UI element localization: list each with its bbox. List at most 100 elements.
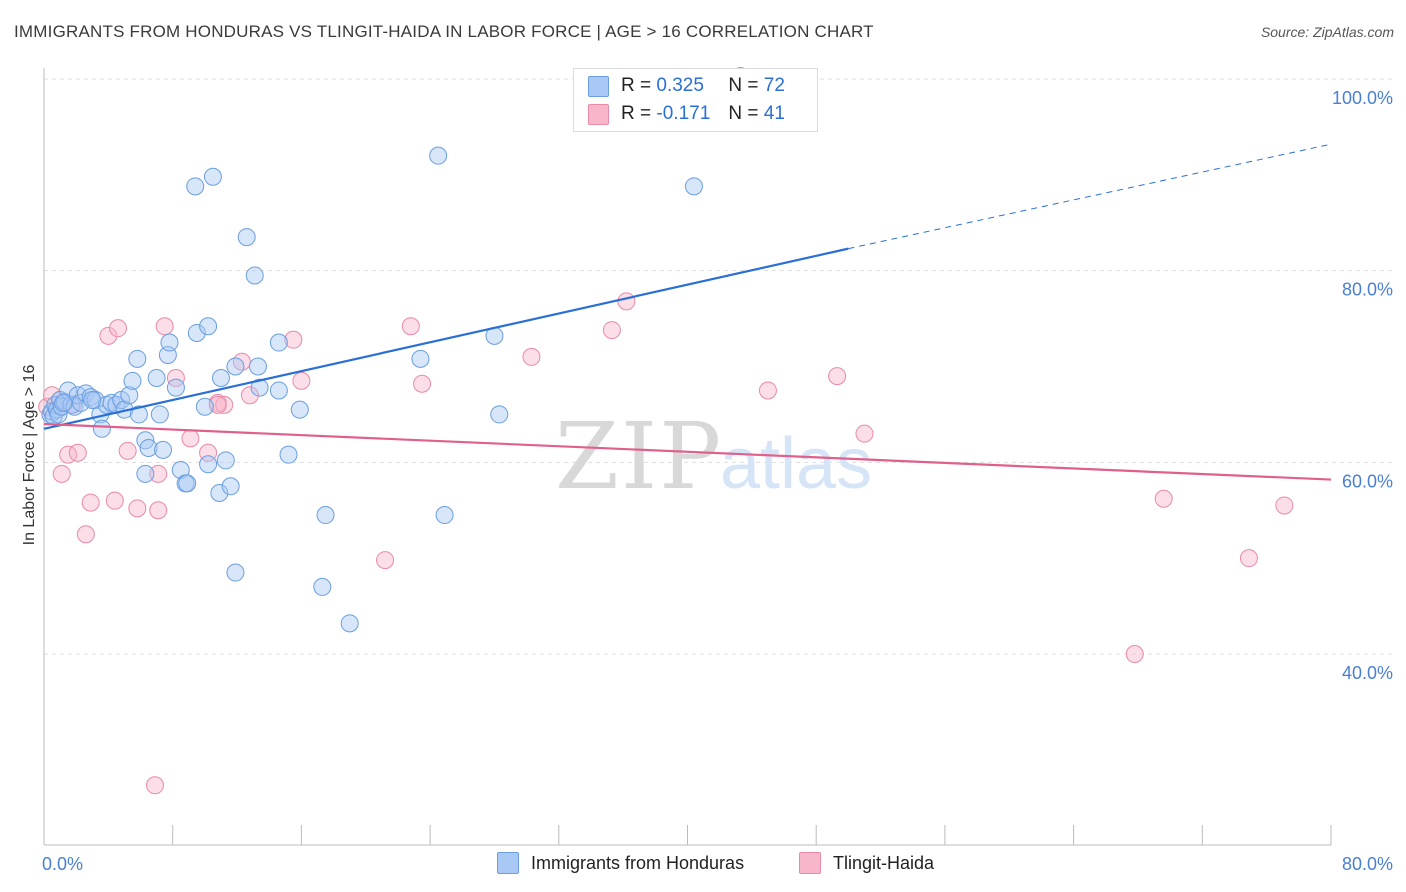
legend-swatch-pink (588, 103, 609, 125)
data-point (128, 499, 147, 518)
legend-n-value: 41 (763, 103, 785, 124)
series-legend-item-tlingit: Tlingit-Haida (799, 852, 934, 874)
series-label-tlingit: Tlingit-Haida (833, 852, 935, 873)
data-point (237, 228, 256, 247)
data-point (166, 378, 185, 397)
trend-line-tlingit (43, 422, 1332, 481)
legend-r-label: R = (621, 75, 652, 96)
data-point (435, 506, 454, 525)
data-point (269, 333, 288, 352)
data-point (1239, 549, 1258, 568)
data-point (150, 405, 169, 424)
series-swatch-blue (497, 852, 519, 874)
data-point (313, 577, 332, 596)
watermark-atlas: atlas (720, 424, 872, 504)
trend-line-honduras (43, 247, 849, 430)
data-point (221, 477, 240, 496)
source-label: Source: ZipAtlas.com (1260, 24, 1394, 40)
data-point (602, 321, 621, 340)
legend-r-label: R = (621, 103, 652, 124)
data-point (226, 357, 245, 376)
y-tick-label: 80.0% (1342, 280, 1393, 300)
legend-row-tlingit: R = -0.171 N = 41 (588, 102, 785, 126)
data-point (279, 445, 298, 464)
data-point (411, 349, 430, 368)
data-point (376, 551, 395, 570)
data-point (269, 381, 288, 400)
data-point (92, 419, 111, 438)
data-point (120, 386, 139, 405)
data-point (245, 266, 264, 285)
data-point (149, 464, 168, 483)
axes (43, 68, 1332, 846)
data-point (828, 367, 847, 386)
tick-labels: 100.0% 80.0% 60.0% 40.0% 0.0% 80.0% (42, 88, 1393, 874)
legend-n-value: 72 (763, 75, 785, 96)
data-point (199, 455, 218, 474)
series-legend-item-honduras: Immigrants from Honduras (497, 852, 744, 874)
data-point (187, 323, 206, 342)
data-point (123, 371, 142, 390)
data-point (199, 317, 218, 336)
data-point (81, 388, 100, 407)
data-point (292, 371, 311, 390)
data-point (166, 369, 185, 387)
data-point (128, 349, 147, 368)
data-point (160, 333, 179, 352)
legend-swatch-blue (588, 75, 609, 97)
legend-n-label: N = (728, 103, 759, 124)
trend-lines (43, 143, 1332, 481)
series-legend: Immigrants from Honduras Tlingit-Haida (0, 852, 1406, 878)
data-point (186, 177, 205, 196)
data-point (210, 484, 229, 502)
data-point (316, 506, 335, 525)
data-point (105, 491, 124, 510)
data-point (216, 451, 235, 470)
data-point (83, 391, 102, 410)
data-point (139, 438, 158, 457)
data-point (154, 440, 173, 459)
data-point (1154, 489, 1173, 508)
honduras-points (41, 67, 750, 633)
data-point (684, 177, 703, 196)
watermark: ZIP atlas (555, 403, 872, 510)
data-point (290, 400, 309, 419)
data-point (149, 501, 168, 520)
data-point (226, 563, 245, 582)
legend-n-label: N = (728, 75, 759, 96)
y-tick-label: 40.0% (1342, 663, 1393, 683)
data-point (429, 146, 448, 165)
data-point (758, 381, 777, 400)
data-point (248, 357, 267, 376)
data-point (490, 405, 509, 424)
legend-r-value: -0.171 (656, 103, 711, 124)
data-point (52, 464, 71, 483)
data-point (155, 317, 174, 336)
data-point (413, 374, 432, 393)
trend-line-honduras-extension (848, 143, 1332, 250)
data-point (215, 395, 234, 414)
data-point (181, 429, 200, 448)
data-point (1125, 645, 1144, 663)
data-point (146, 776, 165, 795)
data-point (109, 319, 128, 338)
series-label-honduras: Immigrants from Honduras (531, 852, 745, 873)
data-point (54, 393, 73, 412)
data-point (211, 369, 230, 387)
data-point (178, 474, 197, 493)
data-point (72, 393, 91, 412)
x-tick-label: 80.0% (1342, 854, 1393, 874)
data-point (284, 330, 303, 349)
data-point (340, 614, 359, 633)
data-point (240, 386, 259, 405)
data-point (81, 493, 100, 512)
x-tick-label: 0.0% (42, 854, 83, 874)
data-point (855, 424, 874, 443)
legend-r-value: 0.325 (656, 75, 704, 96)
legend-row-honduras: R = 0.325 N = 72 (588, 74, 785, 98)
data-point (129, 405, 148, 424)
y-tick-label: 100.0% (1332, 88, 1393, 108)
data-point (195, 397, 214, 416)
data-point (522, 347, 541, 366)
